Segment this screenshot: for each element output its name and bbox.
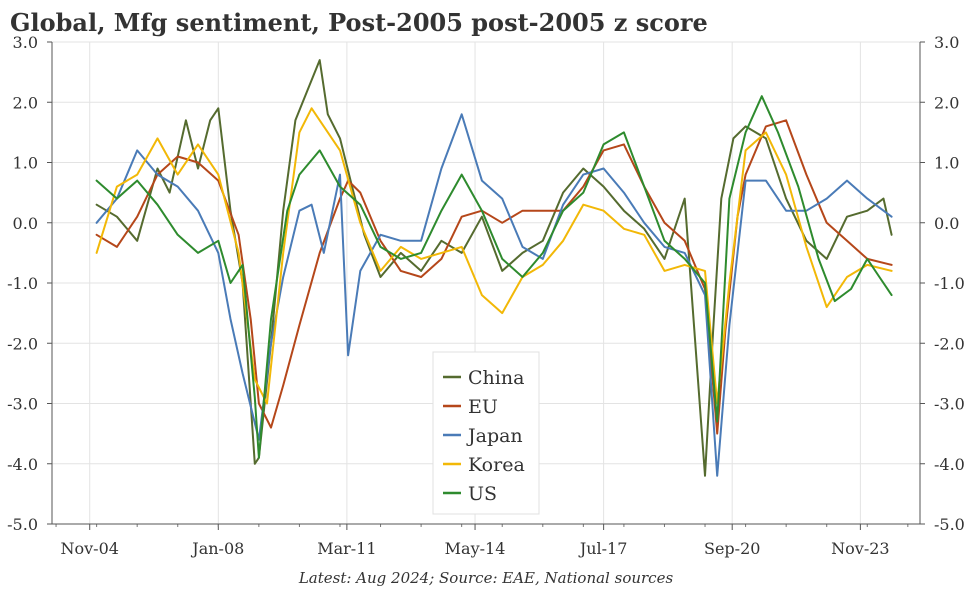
series-line-japan [95, 113, 893, 477]
y-tick-label-left: 2.0 [13, 93, 38, 112]
legend-label-china: China [468, 367, 524, 389]
y-tick-label-left: -5.0 [7, 515, 38, 534]
series-layer [95, 59, 893, 477]
x-tick-label: Nov-23 [831, 539, 889, 558]
y-tick-label-right: -3.0 [934, 395, 965, 414]
y-tick-label-right: -1.0 [934, 274, 965, 293]
y-tick-label-right: 3.0 [934, 33, 959, 52]
x-tick-label: Nov-04 [61, 539, 119, 558]
series-line-us [95, 95, 893, 459]
y-tick-label-left: 0.0 [13, 214, 38, 233]
chart-title: Global, Mfg sentiment, Post-2005 post-20… [10, 8, 708, 37]
legend-label-us: US [468, 483, 497, 505]
legend-label-japan: Japan [466, 425, 523, 447]
y-tick-label-left: -2.0 [7, 334, 38, 353]
y-tick-label-left: -4.0 [7, 455, 38, 474]
series-line-korea [95, 107, 893, 405]
x-tick-label: Sep-20 [704, 539, 760, 558]
x-tick-label: May-14 [445, 539, 506, 558]
y-tick-label-left: 3.0 [13, 33, 38, 52]
y-tick-label-right: -5.0 [934, 515, 965, 534]
legend: China EU Japan Korea US [432, 351, 540, 515]
y-tick-label-right: 0.0 [934, 214, 959, 233]
y-tick-label-left: -3.0 [7, 395, 38, 414]
x-tick-label: Jul-17 [578, 539, 628, 558]
y-tick-label-right: 1.0 [934, 154, 959, 173]
y-tick-label-right: -2.0 [934, 334, 965, 353]
axis-layer: 3.0 3.0 2.0 2.0 1.0 1.0 0.0 0.0 -1.0 -1.0 -2.0 -2.0… [7, 33, 965, 558]
legend-label-korea: Korea [468, 454, 525, 476]
y-tick-label-right: -4.0 [934, 455, 965, 474]
series-line-china [95, 59, 893, 477]
y-tick-label-left: -1.0 [7, 274, 38, 293]
source-note: Latest: Aug 2024; Source: EAE, National … [298, 569, 674, 587]
x-tick-label: Jan-08 [190, 539, 244, 558]
y-tick-label-left: 1.0 [13, 154, 38, 173]
legend-box [432, 351, 540, 515]
y-tick-label-right: 2.0 [934, 93, 959, 112]
x-tick-label: Mar-11 [317, 539, 376, 558]
legend-label-eu: EU [468, 396, 498, 418]
